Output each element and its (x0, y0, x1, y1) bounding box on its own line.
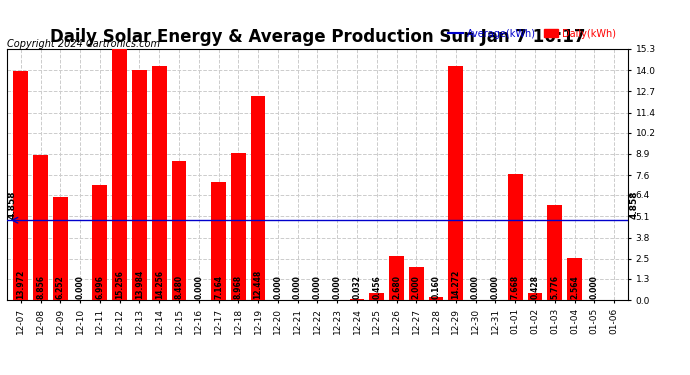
Text: 13.984: 13.984 (135, 270, 144, 299)
Bar (13, 70, 28, 300)
Text: 8.968: 8.968 (234, 275, 243, 299)
Text: 5.776: 5.776 (550, 275, 559, 299)
Text: 2.000: 2.000 (412, 275, 421, 299)
Text: 7.668: 7.668 (511, 275, 520, 299)
Text: 0.000: 0.000 (313, 275, 322, 299)
Bar (172, 161, 186, 300)
Text: 0.032: 0.032 (353, 275, 362, 299)
Text: 15.256: 15.256 (115, 270, 124, 299)
Bar (92, 185, 107, 300)
Text: 14.256: 14.256 (155, 270, 164, 299)
Bar (211, 182, 226, 300)
Bar (112, 50, 127, 300)
Text: 0.000: 0.000 (76, 275, 85, 299)
Bar (547, 205, 562, 300)
Bar (369, 292, 384, 300)
Bar (132, 70, 147, 300)
Text: 0.000: 0.000 (293, 275, 302, 299)
Bar (53, 197, 68, 300)
Bar (448, 66, 463, 300)
Text: 13.972: 13.972 (17, 270, 26, 299)
Bar (250, 96, 266, 300)
Text: 0.000: 0.000 (471, 275, 480, 299)
Text: 0.000: 0.000 (273, 275, 282, 299)
Text: 6.252: 6.252 (56, 275, 65, 299)
Bar (33, 154, 48, 300)
Text: 0.000: 0.000 (333, 275, 342, 299)
Bar (567, 258, 582, 300)
Text: 4.858: 4.858 (630, 190, 639, 219)
Bar (231, 153, 246, 300)
Bar (389, 256, 404, 300)
Bar (428, 297, 444, 300)
Text: 0.000: 0.000 (590, 275, 599, 299)
Bar (508, 174, 522, 300)
Text: 0.000: 0.000 (195, 275, 204, 299)
Text: 4.858: 4.858 (8, 190, 17, 219)
Text: 0.160: 0.160 (431, 275, 440, 299)
Text: 8.856: 8.856 (36, 275, 45, 299)
Text: Copyright 2024 Cartronics.com: Copyright 2024 Cartronics.com (7, 39, 160, 50)
Text: 0.456: 0.456 (372, 275, 382, 299)
Text: 7.164: 7.164 (214, 275, 223, 299)
Text: 0.428: 0.428 (531, 275, 540, 299)
Text: 6.996: 6.996 (95, 275, 104, 299)
Legend: Average(kWh), Daily(kWh): Average(kWh), Daily(kWh) (444, 25, 620, 42)
Text: 14.272: 14.272 (451, 270, 460, 299)
Text: 2.564: 2.564 (570, 275, 579, 299)
Bar (528, 293, 542, 300)
Bar (409, 267, 424, 300)
Text: 0.000: 0.000 (491, 275, 500, 299)
Text: 8.480: 8.480 (175, 275, 184, 299)
Bar (152, 66, 166, 300)
Text: 12.448: 12.448 (253, 270, 263, 299)
Text: 2.680: 2.680 (392, 275, 401, 299)
Title: Daily Solar Energy & Average Production Sun Jan 7 16:17: Daily Solar Energy & Average Production … (50, 28, 585, 46)
